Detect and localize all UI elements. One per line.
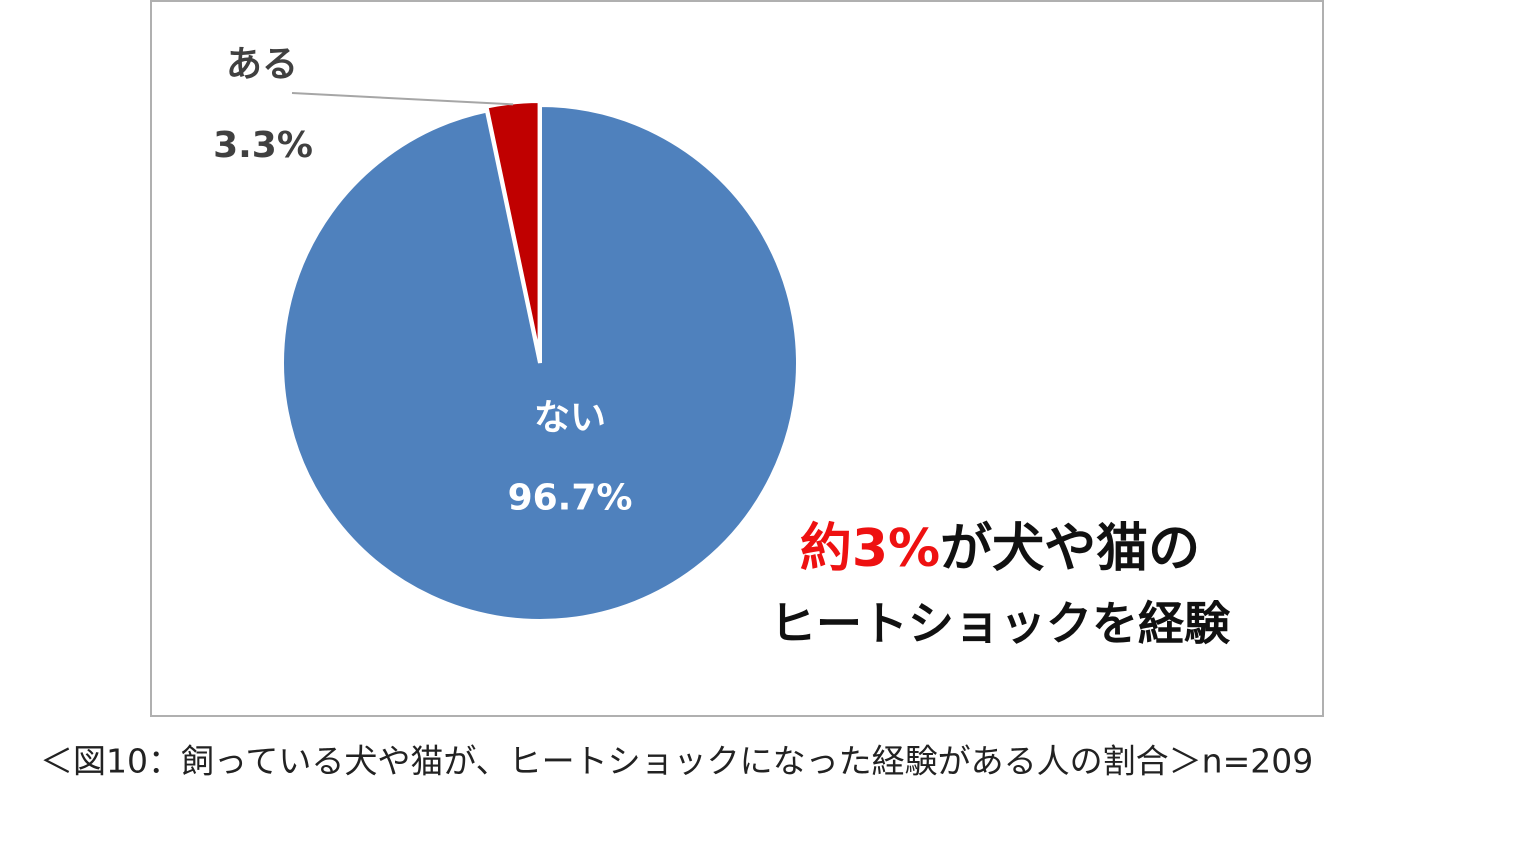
annotation-text: が犬や猫の <box>940 519 1200 579</box>
pie-slice <box>280 102 800 623</box>
annotation-line2: ヒートショックを経験 <box>770 597 1231 651</box>
leader-line <box>291 92 514 106</box>
slice-label: ない <box>534 397 606 438</box>
caption: ＜図10：飼っている犬や猫が、ヒートショックになった経験がある人の割合＞n=20… <box>40 742 1313 781</box>
annotation-highlight: 約3% <box>800 519 940 579</box>
pie-slice <box>484 99 542 360</box>
annotation: 約3%が犬や猫の <box>800 519 1200 579</box>
value-label: 3.3% <box>213 125 313 166</box>
slice-label: ある <box>226 44 298 85</box>
value-label: 96.7% <box>508 477 633 518</box>
